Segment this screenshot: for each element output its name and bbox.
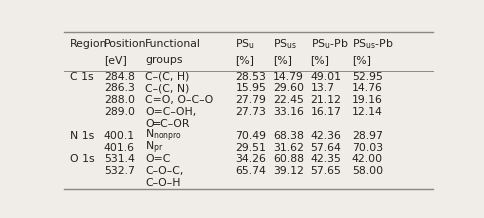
Text: 42.00: 42.00 (351, 154, 382, 164)
Text: 42.36: 42.36 (310, 131, 341, 141)
Text: 286.3: 286.3 (104, 83, 135, 93)
Text: [%]: [%] (351, 55, 370, 65)
Text: 29.60: 29.60 (272, 83, 303, 93)
Text: C–O–H: C–O–H (145, 178, 181, 188)
Text: groups: groups (145, 55, 182, 65)
Text: 28.53: 28.53 (235, 72, 266, 82)
Text: PS$_{\mathrm{us}}$: PS$_{\mathrm{us}}$ (272, 37, 296, 51)
Text: O=C: O=C (145, 154, 170, 164)
Text: 70.49: 70.49 (235, 131, 266, 141)
Text: 28.97: 28.97 (351, 131, 382, 141)
Text: 42.35: 42.35 (310, 154, 341, 164)
Text: N$_{\mathrm{nonpro}}$: N$_{\mathrm{nonpro}}$ (145, 128, 182, 144)
Text: 70.03: 70.03 (351, 143, 382, 153)
Text: O 1s: O 1s (70, 154, 94, 164)
Text: 22.45: 22.45 (272, 95, 303, 105)
Text: 58.00: 58.00 (351, 166, 382, 176)
Text: 14.76: 14.76 (351, 83, 382, 93)
Text: 16.17: 16.17 (310, 107, 341, 117)
Text: C–(C, N): C–(C, N) (145, 83, 189, 93)
Text: N$_{\mathrm{pr}}$: N$_{\mathrm{pr}}$ (145, 139, 163, 156)
Text: 532.7: 532.7 (104, 166, 135, 176)
Text: 57.64: 57.64 (310, 143, 341, 153)
Text: 60.88: 60.88 (272, 154, 303, 164)
Text: 27.73: 27.73 (235, 107, 266, 117)
Text: Functional: Functional (145, 39, 201, 49)
Text: 27.79: 27.79 (235, 95, 266, 105)
Text: O=C–OH,: O=C–OH, (145, 107, 196, 117)
Text: C 1s: C 1s (70, 72, 93, 82)
Text: 288.0: 288.0 (104, 95, 135, 105)
Text: C–(C, H): C–(C, H) (145, 72, 189, 82)
Text: PS$_{\mathrm{us}}$-Pb: PS$_{\mathrm{us}}$-Pb (351, 37, 393, 51)
Text: 14.79: 14.79 (272, 72, 303, 82)
Text: [%]: [%] (272, 55, 291, 65)
Text: 13.7: 13.7 (310, 83, 334, 93)
Text: 284.8: 284.8 (104, 72, 135, 82)
Text: 12.14: 12.14 (351, 107, 382, 117)
Text: 31.62: 31.62 (272, 143, 303, 153)
Text: 289.0: 289.0 (104, 107, 135, 117)
Text: N 1s: N 1s (70, 131, 94, 141)
Text: 57.65: 57.65 (310, 166, 341, 176)
Text: 19.16: 19.16 (351, 95, 382, 105)
Text: 39.12: 39.12 (272, 166, 303, 176)
Text: 29.51: 29.51 (235, 143, 266, 153)
Text: C–O–C,: C–O–C, (145, 166, 183, 176)
Text: PS$_{\mathrm{u}}$: PS$_{\mathrm{u}}$ (235, 37, 255, 51)
Text: 49.01: 49.01 (310, 72, 341, 82)
Text: Region: Region (70, 39, 107, 49)
Text: 52.95: 52.95 (351, 72, 382, 82)
Text: [%]: [%] (235, 55, 254, 65)
Text: 15.95: 15.95 (235, 83, 266, 93)
Text: 33.16: 33.16 (272, 107, 303, 117)
Text: PS$_{\mathrm{u}}$-Pb: PS$_{\mathrm{u}}$-Pb (310, 37, 348, 51)
Text: [%]: [%] (310, 55, 329, 65)
Text: Position: Position (104, 39, 146, 49)
Text: C=O, O–C–O: C=O, O–C–O (145, 95, 213, 105)
Text: 68.38: 68.38 (272, 131, 303, 141)
Text: 65.74: 65.74 (235, 166, 266, 176)
Text: 401.6: 401.6 (104, 143, 135, 153)
Text: [eV]: [eV] (104, 55, 126, 65)
Text: 21.12: 21.12 (310, 95, 341, 105)
Text: 400.1: 400.1 (104, 131, 135, 141)
Text: 531.4: 531.4 (104, 154, 135, 164)
Text: 34.26: 34.26 (235, 154, 266, 164)
Text: O═C–OR: O═C–OR (145, 119, 189, 129)
